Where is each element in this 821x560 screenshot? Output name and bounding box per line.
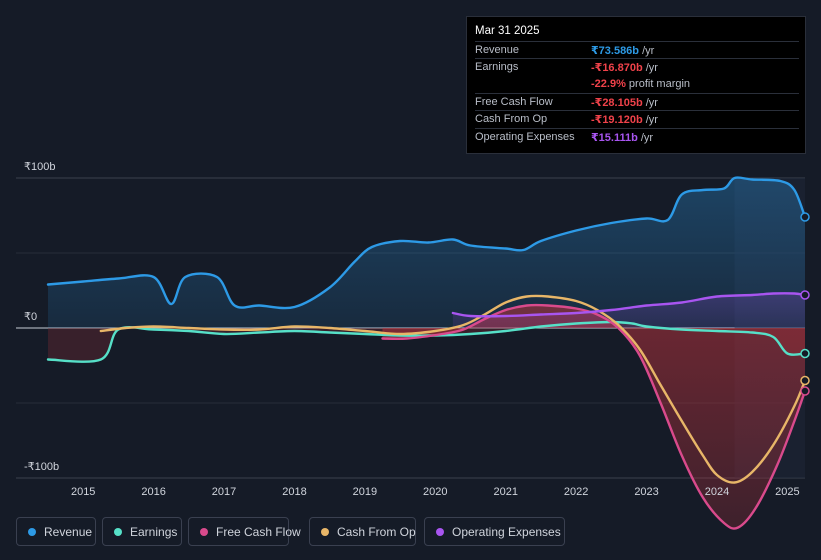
tooltip-row-operating-expenses: Operating Expenses ₹15.111b /yr [475,127,799,145]
legend-item-earnings[interactable]: Earnings [102,517,182,546]
operating-expenses-line [451,292,807,318]
tooltip-label: Cash From Op [475,113,548,126]
tooltip-unit: /yr [642,62,658,75]
legend-label: Cash From Op [337,525,416,539]
tooltip-row-profit-margin: -22.9% profit margin [475,76,799,93]
revenue-area [48,177,805,328]
tooltip-unit: /yr [642,96,658,109]
y-label-0: ₹100b [24,161,55,173]
legend-dot-icon [436,528,444,536]
tooltip-unit: /yr [639,45,655,57]
tooltip-unit: profit margin [625,77,691,90]
legend-item-revenue[interactable]: Revenue [16,517,96,546]
legend-item-free-cash-flow[interactable]: Free Cash Flow [188,517,301,546]
x-label-2024: 2024 [705,486,729,498]
free-cash-flow-end-marker[interactable] [800,386,810,396]
x-label-2019: 2019 [353,486,377,498]
x-label-2022: 2022 [564,486,588,498]
x-label-2020: 2020 [423,486,447,498]
x-label-2015: 2015 [71,486,95,498]
tooltip-label: Free Cash Flow [475,95,553,108]
tooltip-row-free-cash-flow: Free Cash Flow -₹28.105b /yr [475,92,799,110]
tooltip-value: -₹19.120b /yr [591,114,658,127]
tooltip-row-cash-from-op: Cash From Op -₹19.120b /yr [475,110,799,127]
tooltip-value: ₹15.111b /yr [591,131,654,144]
legend-label: Earnings [130,525,178,539]
x-label-2025: 2025 [775,486,799,498]
operating-expenses-area [452,293,805,328]
legend-label: Free Cash Flow [216,525,301,539]
free-cash-flow-line [381,303,807,530]
y-label-2: -₹100b [24,461,59,473]
x-label-2017: 2017 [212,486,236,498]
tooltip-unit: /yr [642,114,658,127]
legend-dot-icon [114,528,122,536]
tooltip-value: -₹28.105b /yr [591,96,658,109]
y-axis-labels: ₹100b ₹0 -₹100b [24,161,59,473]
cash-from-op-line [99,294,807,484]
legend-label: Revenue [44,525,93,539]
revenue-line [46,176,807,310]
earnings-area [48,322,805,362]
legend-dot-icon [321,528,329,536]
tooltip-panel: Mar 31 2025 Revenue ₹73.586b /yr Earnings -… [466,16,806,154]
x-label-2016: 2016 [141,486,165,498]
tooltip-value: ₹73.586b /yr [591,45,655,57]
tooltip-unit: /yr [637,131,654,144]
legend-label: Operating Expenses [452,525,561,539]
earnings-line [46,320,807,363]
legend-dot-icon [28,528,36,536]
x-label-2018: 2018 [282,486,306,498]
tooltip-value: -₹16.870b /yr [591,62,658,75]
series-fills [48,177,805,529]
series-end-markers [800,212,810,396]
legend-item-operating-expenses[interactable]: Operating Expenses [424,517,565,546]
earnings-end-marker[interactable] [800,348,810,359]
x-label-2021: 2021 [493,486,517,498]
series-lines [46,176,807,530]
y-label-1: ₹0 [24,311,37,323]
x-label-2023: 2023 [634,486,658,498]
tooltip-label: Operating Expenses [475,130,575,143]
legend-item-cash-from-op[interactable]: Cash From Op [309,517,416,546]
free-cash-flow-area [382,305,805,529]
tooltip-date: Mar 31 2025 [475,25,540,37]
tooltip-label: Earnings [475,61,519,74]
revenue-end-marker[interactable] [800,212,810,222]
tooltip-label: Revenue [475,44,520,56]
operating-expenses-end-marker[interactable] [800,290,810,300]
tooltip-value: -22.9% profit margin [591,77,691,90]
tooltip-row-earnings: Earnings -₹16.870b /yr [475,58,799,75]
x-axis-labels: 2015 2016 2017 2018 2019 2020 2021 2022 2023 2024… [71,486,800,498]
tooltip-row-revenue: Revenue ₹73.586b /yr [475,41,799,58]
legend-dot-icon [200,528,208,536]
cash-from-op-end-marker[interactable] [800,375,810,386]
